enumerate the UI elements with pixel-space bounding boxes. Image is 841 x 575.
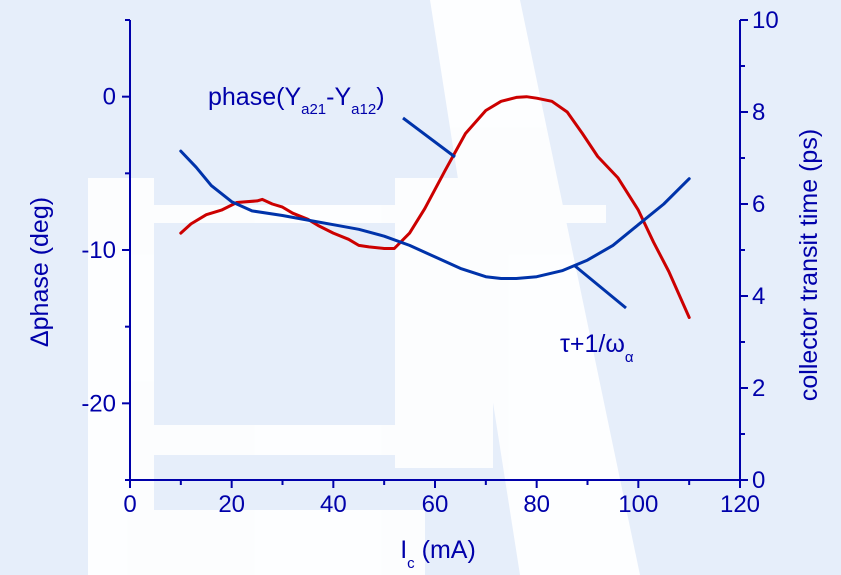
x-axis-title-sub: c — [407, 555, 415, 572]
watermark-bar-1 — [88, 178, 154, 575]
x-axis-title: Ic (mA) — [400, 536, 476, 572]
x-tick-label-60: 60 — [422, 491, 449, 518]
x-axis-title-main: I — [400, 536, 407, 564]
y-right-tick-label-8: 8 — [752, 99, 765, 126]
y-right-tick-label-2: 2 — [752, 375, 765, 402]
series-line-transit-time — [179, 149, 691, 280]
x-axis-title-rest: (mA) — [415, 536, 476, 564]
annotation-phase-sub2: a12 — [351, 101, 376, 118]
annotation-tau-label: τ+1/ωα — [560, 330, 634, 366]
y-right-tick-label-6: 6 — [752, 191, 765, 218]
y-right-tick-label-10: 10 — [752, 7, 779, 34]
watermark-wedge — [430, 0, 640, 575]
y-axis-left-title: Δphase (deg) — [26, 197, 54, 347]
series-line-phase — [179, 95, 691, 319]
annotation-phase-main: phase(Y — [208, 83, 301, 111]
x-tick-label-0: 0 — [123, 491, 136, 518]
y-left-tick-label--20: -20 — [81, 390, 116, 417]
annotation-tau-sub: α — [625, 349, 634, 366]
annotation-phase-label: phase(Ya21-Ya12) — [208, 83, 385, 118]
x-tick-label-20: 20 — [218, 491, 245, 518]
watermark-logo — [88, 0, 640, 575]
watermark-bar-5 — [150, 510, 425, 575]
y-left-tick-label--10: -10 — [81, 237, 116, 264]
x-tick-label-40: 40 — [320, 491, 347, 518]
y-axis-right-title: collector transit time (ps) — [795, 129, 823, 401]
x-tick-label-100: 100 — [618, 491, 658, 518]
annotation-tau-main: τ+1/ω — [560, 330, 625, 358]
annotation-phase-end: ) — [376, 83, 384, 111]
x-tick-label-120: 120 — [720, 491, 760, 518]
annotation-phase-sub1: a21 — [301, 101, 326, 118]
series-layer — [179, 95, 691, 319]
annotation-tau-pointer — [574, 264, 627, 310]
y-right-tick-label-4: 4 — [752, 283, 765, 310]
y-right-tick-label-0: 0 — [752, 467, 765, 494]
x-tick-label-80: 80 — [523, 491, 550, 518]
y-left-tick-label-0: 0 — [103, 84, 116, 111]
annotation-phase-mid: -Y — [326, 83, 351, 111]
annotation-phase-pointer — [402, 116, 456, 159]
watermark-bar-4 — [154, 425, 424, 455]
